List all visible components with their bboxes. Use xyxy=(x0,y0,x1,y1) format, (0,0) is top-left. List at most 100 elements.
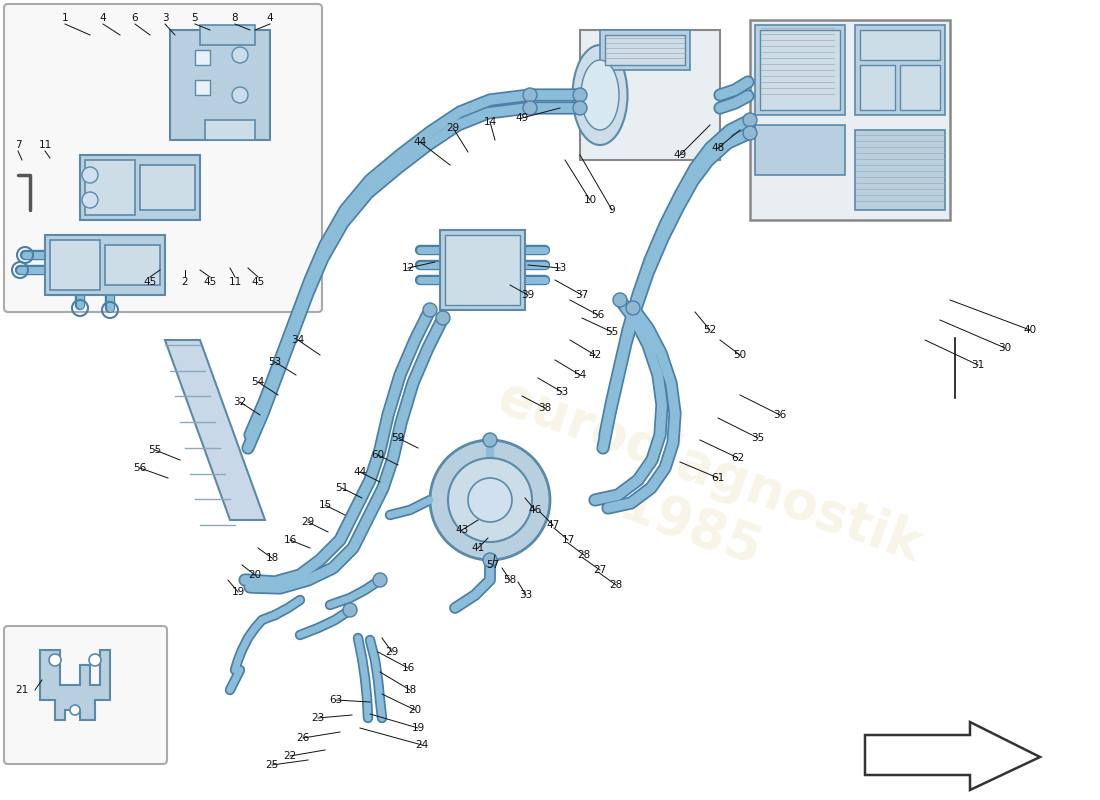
Bar xyxy=(85,160,135,215)
Circle shape xyxy=(82,192,98,208)
Circle shape xyxy=(232,87,248,103)
Text: 21: 21 xyxy=(15,685,29,695)
Circle shape xyxy=(522,88,537,102)
Text: 6: 6 xyxy=(132,13,139,23)
Text: 40: 40 xyxy=(1023,325,1036,335)
Text: 48: 48 xyxy=(712,143,725,153)
Text: 10: 10 xyxy=(583,195,596,205)
Text: 62: 62 xyxy=(732,453,745,463)
Bar xyxy=(446,235,520,305)
Bar xyxy=(750,20,950,220)
Text: 61: 61 xyxy=(712,473,725,483)
Text: 32: 32 xyxy=(233,397,246,407)
Circle shape xyxy=(573,101,587,115)
Polygon shape xyxy=(40,650,110,720)
Bar xyxy=(440,230,525,310)
Circle shape xyxy=(343,603,358,617)
Circle shape xyxy=(573,88,587,102)
Text: 7: 7 xyxy=(14,140,21,150)
Text: 12: 12 xyxy=(402,263,415,273)
Circle shape xyxy=(373,573,387,587)
Text: 29: 29 xyxy=(447,123,460,133)
Text: 56: 56 xyxy=(592,310,605,320)
Text: 58: 58 xyxy=(504,575,517,585)
Text: 53: 53 xyxy=(268,357,282,367)
Text: 28: 28 xyxy=(578,550,591,560)
Circle shape xyxy=(468,478,512,522)
Text: 47: 47 xyxy=(547,520,560,530)
Text: 20: 20 xyxy=(249,570,262,580)
Text: 8: 8 xyxy=(232,13,239,23)
Text: 15: 15 xyxy=(318,500,331,510)
Text: 19: 19 xyxy=(231,587,244,597)
Text: 27: 27 xyxy=(593,565,606,575)
Text: 45: 45 xyxy=(204,277,217,287)
Bar xyxy=(605,35,685,65)
Text: 52: 52 xyxy=(703,325,716,335)
Bar xyxy=(140,165,195,210)
Text: 16: 16 xyxy=(284,535,297,545)
Text: 25: 25 xyxy=(265,760,278,770)
Text: 14: 14 xyxy=(483,117,496,127)
Text: 29: 29 xyxy=(385,647,398,657)
Text: 1: 1 xyxy=(62,13,68,23)
Text: 19: 19 xyxy=(411,723,425,733)
Bar xyxy=(755,25,845,115)
Circle shape xyxy=(82,167,98,183)
Text: 29: 29 xyxy=(301,517,315,527)
Text: 45: 45 xyxy=(252,277,265,287)
Text: 17: 17 xyxy=(561,535,574,545)
Text: 35: 35 xyxy=(751,433,764,443)
Bar xyxy=(195,80,210,95)
Text: 49: 49 xyxy=(516,113,529,123)
Text: 2: 2 xyxy=(182,277,188,287)
Text: 3: 3 xyxy=(162,13,168,23)
Circle shape xyxy=(483,553,497,567)
Text: 18: 18 xyxy=(265,553,278,563)
Text: 45: 45 xyxy=(143,277,156,287)
Text: 24: 24 xyxy=(416,740,429,750)
Bar xyxy=(855,25,945,115)
Text: 56: 56 xyxy=(133,463,146,473)
Text: 60: 60 xyxy=(372,450,385,460)
Text: 18: 18 xyxy=(404,685,417,695)
Text: 63: 63 xyxy=(329,695,342,705)
Bar xyxy=(855,130,945,210)
Circle shape xyxy=(232,47,248,63)
Text: 54: 54 xyxy=(252,377,265,387)
Text: 51: 51 xyxy=(336,483,349,493)
Bar xyxy=(580,30,720,160)
Text: 38: 38 xyxy=(538,403,551,413)
Circle shape xyxy=(89,654,101,666)
Bar xyxy=(50,240,100,290)
Text: 13: 13 xyxy=(553,263,566,273)
FancyBboxPatch shape xyxy=(4,626,167,764)
Text: 55: 55 xyxy=(148,445,162,455)
Circle shape xyxy=(448,458,532,542)
Text: 26: 26 xyxy=(296,733,309,743)
Circle shape xyxy=(436,311,450,325)
Bar xyxy=(45,235,165,295)
Circle shape xyxy=(483,433,497,447)
Text: 49: 49 xyxy=(673,150,686,160)
Bar xyxy=(104,245,160,285)
Text: 34: 34 xyxy=(292,335,305,345)
Text: 31: 31 xyxy=(971,360,984,370)
Text: 43: 43 xyxy=(455,525,469,535)
Circle shape xyxy=(626,301,640,315)
Bar xyxy=(860,30,940,60)
Text: 16: 16 xyxy=(402,663,415,673)
Text: eurodiagnostik
1985: eurodiagnostik 1985 xyxy=(471,370,930,630)
Text: 23: 23 xyxy=(311,713,324,723)
Circle shape xyxy=(430,440,550,560)
Text: 54: 54 xyxy=(573,370,586,380)
Text: 57: 57 xyxy=(486,560,499,570)
Circle shape xyxy=(742,126,757,140)
Text: 50: 50 xyxy=(734,350,747,360)
Text: 55: 55 xyxy=(605,327,618,337)
Text: 39: 39 xyxy=(521,290,535,300)
Text: 4: 4 xyxy=(100,13,107,23)
Ellipse shape xyxy=(581,60,619,130)
Bar xyxy=(195,50,210,65)
Bar xyxy=(200,25,255,45)
